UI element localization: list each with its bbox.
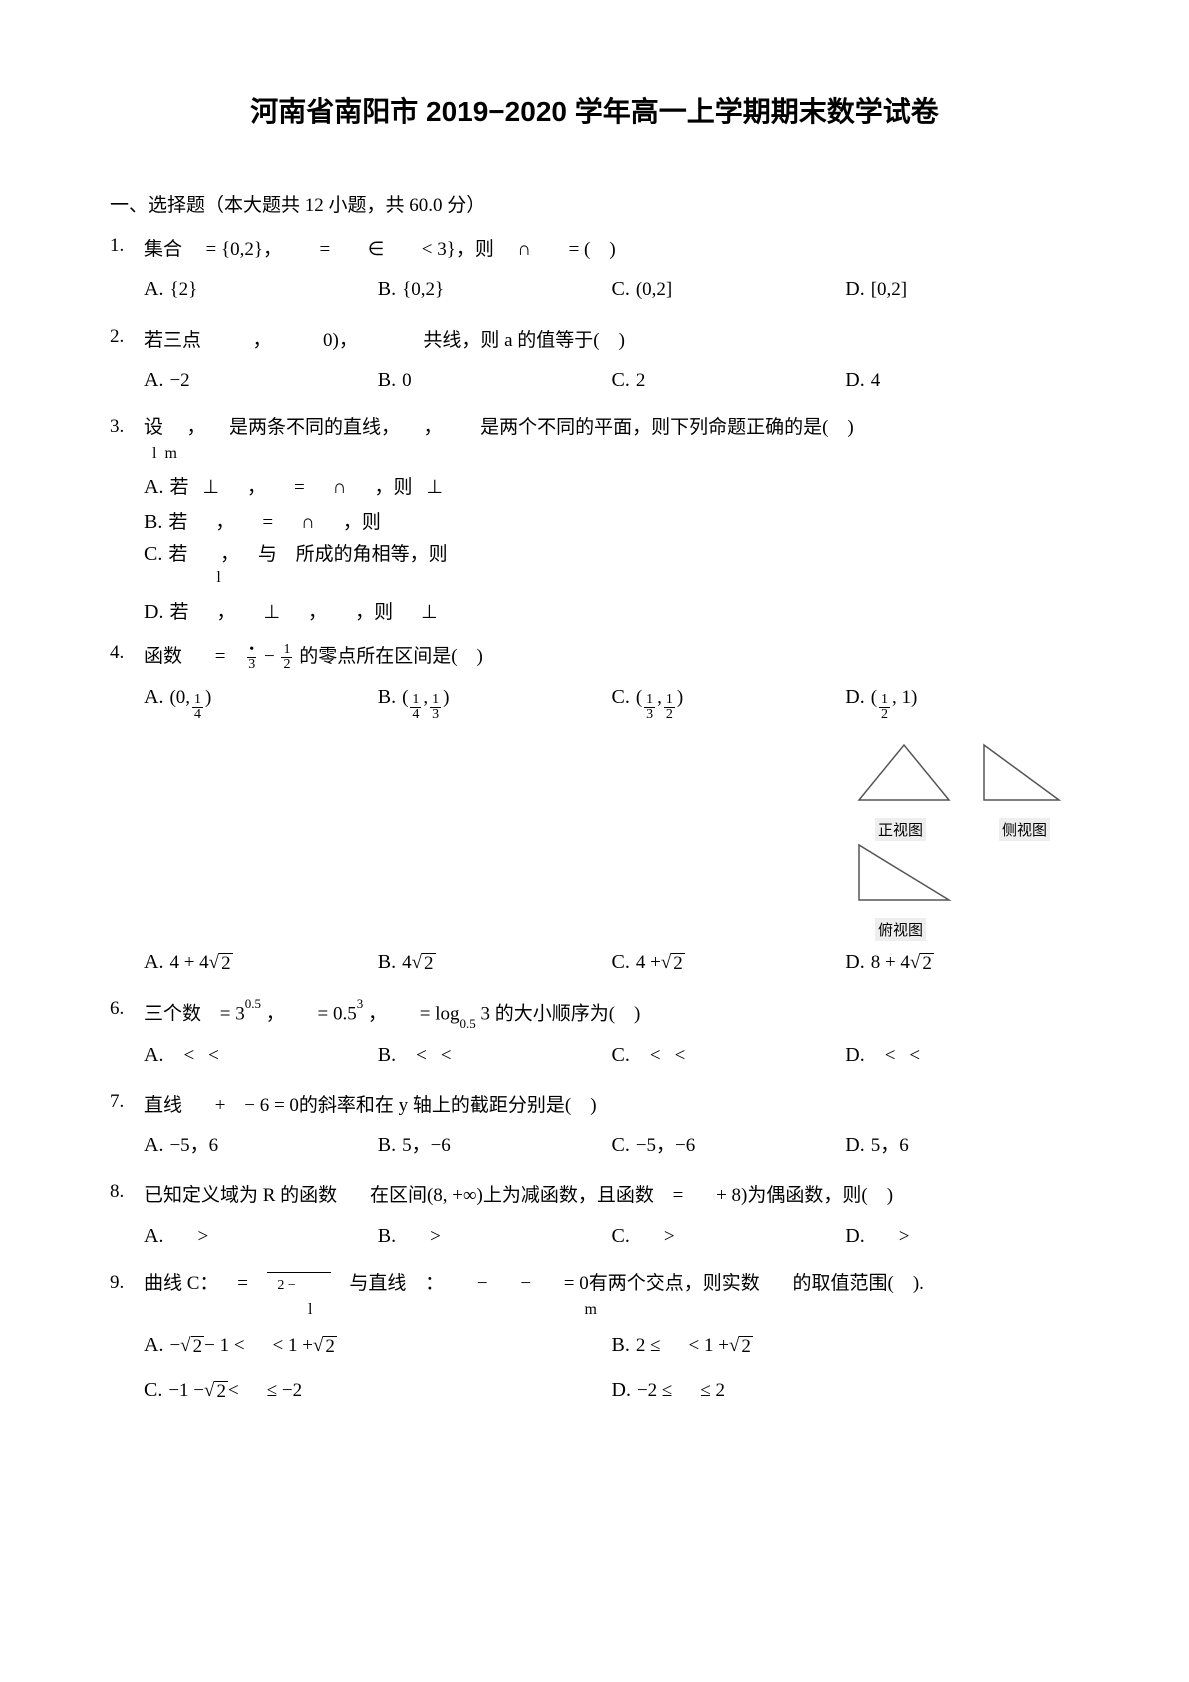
- q6-opt-c: C.<<: [612, 1037, 846, 1073]
- q1-opt-a: A.{2}: [144, 271, 378, 307]
- q8-opt-b: B.>: [378, 1218, 612, 1254]
- q7-stem: 直线 + − 6 = 0的斜率和在 y 轴上的截距分别是( ): [144, 1091, 1079, 1121]
- front-view-label: 正视图: [875, 818, 926, 841]
- q3-opt-a: A. 若 ⊥ ， = ∩ ，则 ⊥: [144, 472, 1079, 499]
- question-3: 3. 设 ， 是两条不同的直线， ， 是两个不同的平面，则下列命题正确的是( )…: [110, 416, 1079, 632]
- question-8: 8. 已知定义域为 R 的函数 在区间(8, +∞)上为减函数，且函数 = + …: [110, 1181, 1079, 1262]
- q5-opt-a: A. 4 + 4√2: [144, 944, 378, 980]
- q4-opt-c: C. ( 13 , 12 ): [612, 679, 846, 722]
- q2-options: A.−2 B.0 C.2 D.4: [144, 362, 1079, 398]
- q4-opt-a: A. (0, 14 ): [144, 679, 378, 722]
- q5-opt-b: B. 4√2: [378, 944, 612, 980]
- question-9: 9. 曲线 C： = 2 − 与直线 ： − − = 0有两个交点，则实数 的取…: [110, 1272, 1079, 1416]
- q2-opt-b: B.0: [378, 362, 612, 398]
- q9-stem: 曲线 C： = 2 − 与直线 ： − − = 0有两个交点，则实数 的取值范围…: [144, 1272, 1079, 1321]
- q1-options: A.{2} B.{0,2} C.(0,2] D.[0,2]: [144, 271, 1079, 307]
- q3-opt-c: C. 若 ， 与 所成的角相等，则 l: [144, 542, 1079, 590]
- q3-options: A. 若 ⊥ ， = ∩ ，则 ⊥ B. 若 ， = ∩ ，则 C.: [144, 472, 1079, 625]
- q9-opt-b: B. 2 ≤ < 1 + √2: [612, 1327, 1080, 1363]
- q9-opt-c: C. −1 − √2 < ≤ −2: [144, 1372, 612, 1408]
- q6-options: A.<< B.<< C.<< D.<<: [144, 1037, 1079, 1073]
- q7-opt-d: D.5，6: [845, 1127, 1079, 1163]
- q1-stem: 集合 = {0,2}， = ∈ < 3}，则 ∩ = ( ): [144, 235, 1079, 265]
- q3-opt-d: D. 若 ， ⊥ ， ，则 ⊥: [144, 597, 1079, 624]
- q5-opt-c: C. 4 + √2: [612, 944, 846, 980]
- section-heading: 一、选择题（本大题共 12 小题，共 60.0 分）: [110, 190, 1079, 217]
- q3-stem: 设 ， 是两条不同的直线， ， 是两个不同的平面，则下列命题正确的是( ) l …: [144, 416, 1079, 465]
- q7-opt-b: B.5，−6: [378, 1127, 612, 1163]
- q4-options: A. (0, 14 ) B. ( 14 , 13 ) C. ( 13 , 12: [144, 679, 1079, 722]
- side-view-label: 侧视图: [999, 818, 1050, 841]
- q6-number: 6.: [110, 998, 144, 1020]
- q4-number: 4.: [110, 642, 144, 664]
- q2-opt-d: D.4: [845, 362, 1079, 398]
- q8-options: A.> B.> C.> D.>: [144, 1218, 1079, 1254]
- q1-opt-c: C.(0,2]: [612, 271, 846, 307]
- q7-number: 7.: [110, 1091, 144, 1113]
- q6-stem: 三个数 = 30.5 ， = 0.53 ， = log0.5 3 的大小顺序为(…: [144, 998, 1079, 1031]
- q3-opt-b: B. 若 ， = ∩ ，则: [144, 507, 1079, 534]
- q4-opt-d: D. ( 12 , 1): [845, 679, 1079, 722]
- page-title: 河南省南阳市 2019−2020 学年高一上学期期末数学试卷: [110, 90, 1079, 130]
- q1-number: 1.: [110, 235, 144, 257]
- q8-number: 8.: [110, 1181, 144, 1203]
- question-1: 1. 集合 = {0,2}， = ∈ < 3}，则 ∩ = ( ) A.{2} …: [110, 235, 1079, 316]
- question-4: 4. 函数 = •3 − 12 的零点所在区间是( ) A. (0, 14 ) …: [110, 642, 1079, 729]
- q5-options: A. 4 + 4√2 B. 4√2 C. 4 + √2 D. 8 + 4√2: [144, 944, 1079, 980]
- q9-options-row2: C. −1 − √2 < ≤ −2 D. −2 ≤ ≤ 2: [144, 1372, 1079, 1408]
- q7-opt-a: A.−5，6: [144, 1127, 378, 1163]
- q6-opt-b: B.<<: [378, 1037, 612, 1073]
- q6-opt-a: A.<<: [144, 1037, 378, 1073]
- q8-opt-a: A.>: [144, 1218, 378, 1254]
- q9-options-row1: A. −√2 − 1 < < 1 + √2 B. 2 ≤ < 1 + √2: [144, 1327, 1079, 1363]
- q5-opt-d: D. 8 + 4√2: [845, 944, 1079, 980]
- q8-stem: 已知定义域为 R 的函数 在区间(8, +∞)上为减函数，且函数 = + 8)为…: [144, 1181, 1079, 1211]
- q2-opt-a: A.−2: [144, 362, 378, 398]
- q8-opt-d: D.>: [845, 1218, 1079, 1254]
- q1-opt-b: B.{0,2}: [378, 271, 612, 307]
- question-6: 6. 三个数 = 30.5 ， = 0.53 ， = log0.5 3 的大小顺…: [110, 998, 1079, 1081]
- question-2: 2. 若三点 ， 0)， 共线，则 a 的值等于( ) A.−2 B.0 C.2…: [110, 326, 1079, 407]
- q7-opt-c: C.−5，−6: [612, 1127, 846, 1163]
- top-view-label: 俯视图: [875, 918, 926, 941]
- q7-options: A.−5，6 B.5，−6 C.−5，−6 D.5，6: [144, 1127, 1079, 1163]
- q9-opt-a: A. −√2 − 1 < < 1 + √2: [144, 1327, 612, 1363]
- q2-stem: 若三点 ， 0)， 共线，则 a 的值等于( ): [144, 326, 1079, 356]
- q4-stem: 函数 = •3 − 12 的零点所在区间是( ): [144, 642, 1079, 672]
- question-7: 7. 直线 + − 6 = 0的斜率和在 y 轴上的截距分别是( ) A.−5，…: [110, 1091, 1079, 1172]
- question-5: 正视图 侧视图 俯视图 A. 4 + 4√2 B. 4√2 C. 4 + √2 …: [110, 740, 1079, 988]
- q8-opt-c: C.>: [612, 1218, 846, 1254]
- page: 河南省南阳市 2019−2020 学年高一上学期期末数学试卷 一、选择题（本大题…: [0, 0, 1189, 1486]
- q3-number: 3.: [110, 416, 144, 438]
- q2-opt-c: C.2: [612, 362, 846, 398]
- q9-opt-d: D. −2 ≤ ≤ 2: [612, 1372, 1080, 1408]
- q9-number: 9.: [110, 1272, 144, 1294]
- q2-number: 2.: [110, 326, 144, 348]
- q4-opt-b: B. ( 14 , 13 ): [378, 679, 612, 722]
- three-views-figure: 正视图 侧视图 俯视图: [829, 730, 1079, 936]
- q1-opt-d: D.[0,2]: [845, 271, 1079, 307]
- q6-opt-d: D.<<: [845, 1037, 1079, 1073]
